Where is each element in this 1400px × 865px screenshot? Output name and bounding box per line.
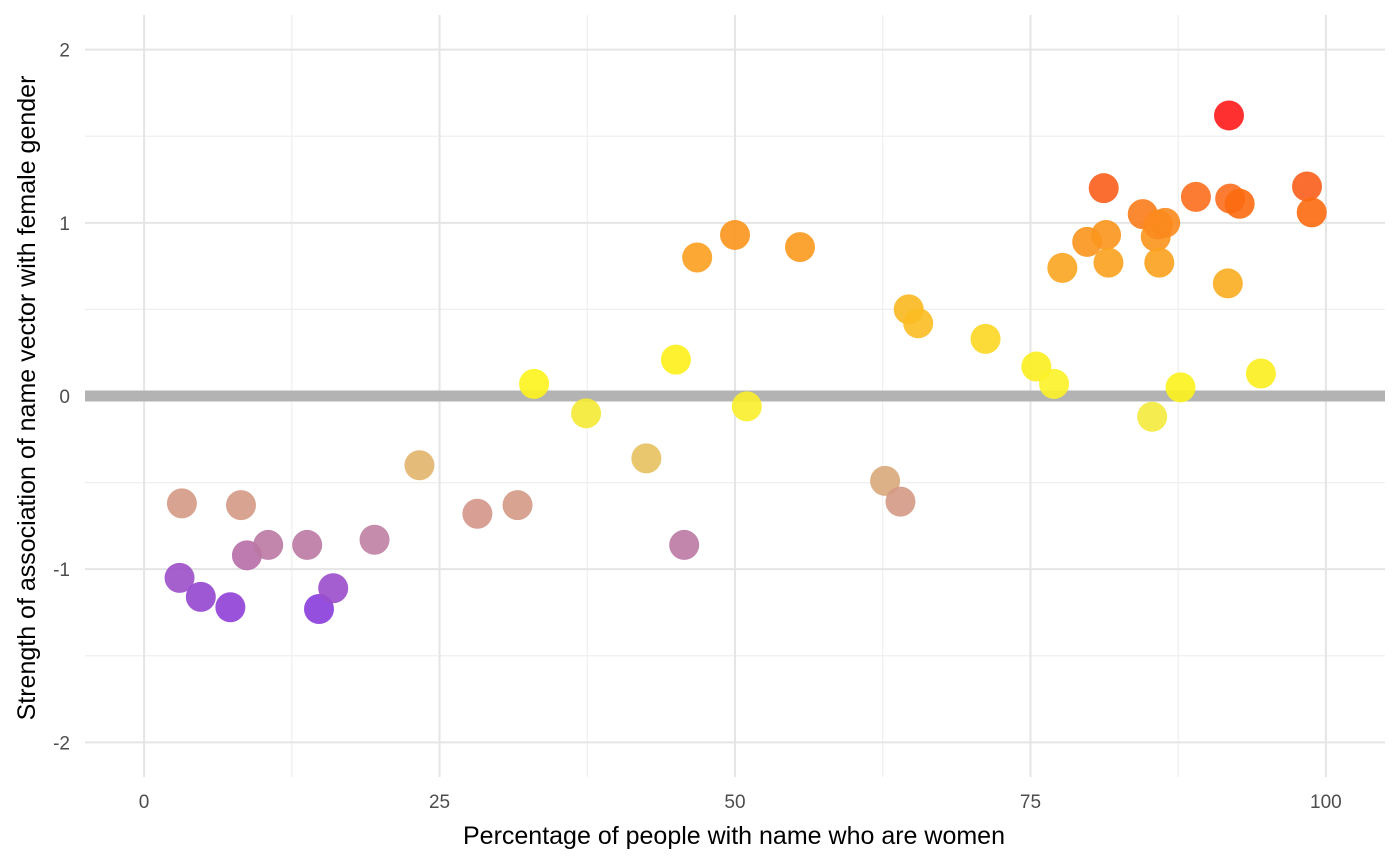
data-point — [226, 490, 256, 521]
data-point — [682, 242, 713, 273]
data-point — [462, 498, 493, 529]
data-point — [359, 524, 390, 555]
data-point — [631, 443, 662, 474]
data-point — [660, 344, 691, 375]
data-point — [1212, 268, 1243, 299]
data-point — [870, 465, 901, 496]
data-point — [1150, 207, 1181, 238]
data-point — [1088, 173, 1119, 204]
data-point — [720, 219, 750, 250]
y-tick-label: 1 — [59, 214, 70, 235]
data-point — [1224, 188, 1255, 219]
data-point — [519, 368, 550, 399]
data-point — [404, 450, 435, 481]
x-tick-label: 0 — [139, 792, 150, 813]
data-point — [1165, 372, 1196, 403]
data-point — [970, 323, 1001, 354]
data-point — [571, 398, 602, 429]
y-tick-label: 2 — [59, 41, 70, 62]
x-tick-label: 75 — [1020, 792, 1041, 813]
data-point — [292, 529, 323, 560]
data-point — [731, 391, 762, 422]
data-point — [215, 592, 246, 623]
data-point — [1214, 100, 1244, 131]
data-point — [318, 573, 349, 604]
data-point — [885, 486, 916, 517]
data-point — [1091, 219, 1122, 250]
data-point — [166, 488, 197, 519]
data-point — [1039, 368, 1070, 399]
data-point — [1292, 171, 1322, 202]
data-point — [1093, 247, 1124, 278]
x-axis-title: Percentage of people with name who are w… — [463, 822, 1005, 850]
x-tick-label: 100 — [1310, 792, 1342, 813]
data-point — [1180, 181, 1211, 212]
data-point — [164, 562, 195, 593]
data-point — [253, 529, 284, 560]
data-point — [669, 529, 700, 560]
data-point — [185, 581, 216, 612]
y-tick-label: -1 — [53, 560, 70, 581]
y-tick-label: -2 — [53, 733, 70, 754]
y-axis-tick-labels: -2 -1 0 1 2 — [53, 41, 70, 755]
data-point — [903, 308, 934, 339]
data-points — [164, 100, 1327, 625]
y-axis-title: Strength of association of name vector w… — [13, 76, 41, 721]
data-point — [785, 232, 815, 263]
data-point — [502, 490, 533, 521]
data-point — [1245, 358, 1276, 389]
data-point — [1296, 197, 1327, 228]
data-point — [1137, 401, 1168, 432]
y-tick-label: 0 — [59, 387, 70, 408]
x-axis-tick-labels: 0 25 50 75 100 — [139, 792, 1342, 813]
data-point — [1047, 252, 1078, 283]
data-point — [1144, 247, 1175, 278]
x-tick-label: 25 — [429, 792, 450, 813]
x-tick-label: 50 — [724, 792, 745, 813]
